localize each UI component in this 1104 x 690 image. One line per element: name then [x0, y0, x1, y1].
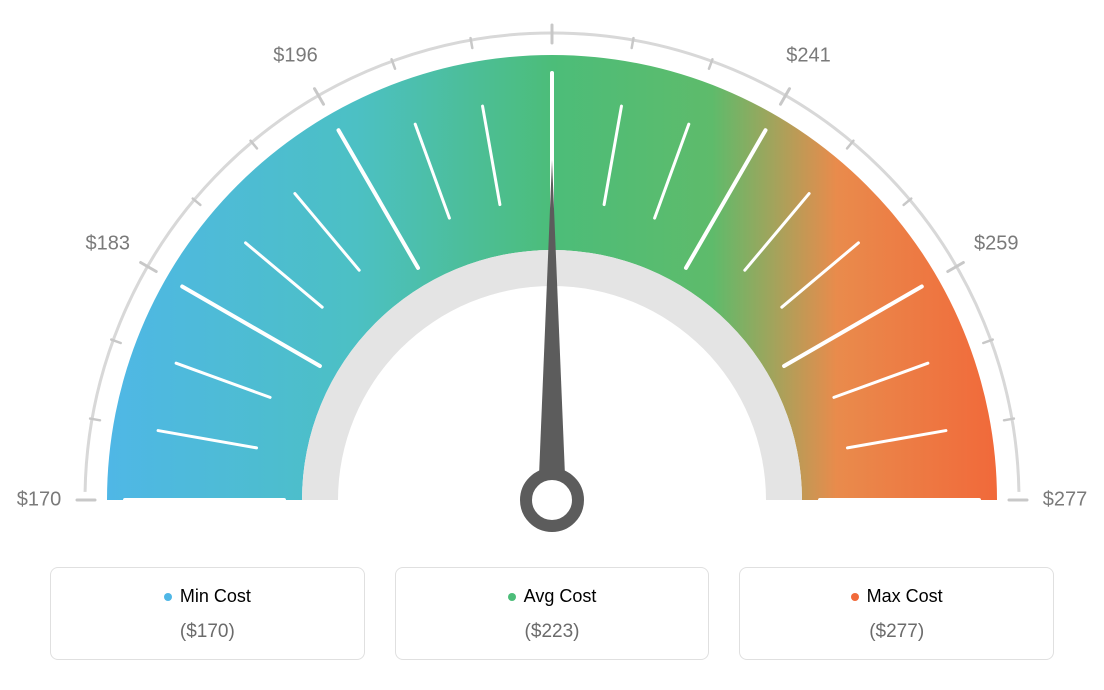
- legend-title-max: Max Cost: [851, 586, 943, 607]
- legend-label-avg: Avg Cost: [524, 586, 597, 607]
- gauge-tick-label: $170: [17, 489, 62, 512]
- legend-row: Min Cost ($170) Avg Cost ($223) Max Cost…: [50, 567, 1054, 660]
- legend-dot-min: [164, 593, 172, 601]
- gauge-tick-label: $259: [974, 232, 1019, 255]
- legend-card-max: Max Cost ($277): [739, 567, 1054, 660]
- gauge-tick-label: $196: [273, 44, 318, 67]
- legend-card-avg: Avg Cost ($223): [395, 567, 710, 660]
- gauge-tick-label: $241: [786, 44, 831, 67]
- gauge-tick-label: $277: [1043, 489, 1088, 512]
- legend-title-min: Min Cost: [164, 586, 251, 607]
- chart-container: $170$183$196$223$241$259$277 Min Cost ($…: [0, 0, 1104, 690]
- legend-title-avg: Avg Cost: [508, 586, 597, 607]
- legend-value-min: ($170): [61, 621, 354, 643]
- legend-card-min: Min Cost ($170): [50, 567, 365, 660]
- legend-value-avg: ($223): [406, 621, 699, 643]
- gauge-chart: $170$183$196$223$241$259$277: [0, 0, 1104, 560]
- legend-value-max: ($277): [750, 621, 1043, 643]
- gauge-svg: [0, 0, 1104, 560]
- gauge-tick-label: $183: [85, 232, 130, 255]
- legend-label-min: Min Cost: [180, 586, 251, 607]
- legend-dot-max: [851, 593, 859, 601]
- legend-dot-avg: [508, 593, 516, 601]
- legend-label-max: Max Cost: [867, 586, 943, 607]
